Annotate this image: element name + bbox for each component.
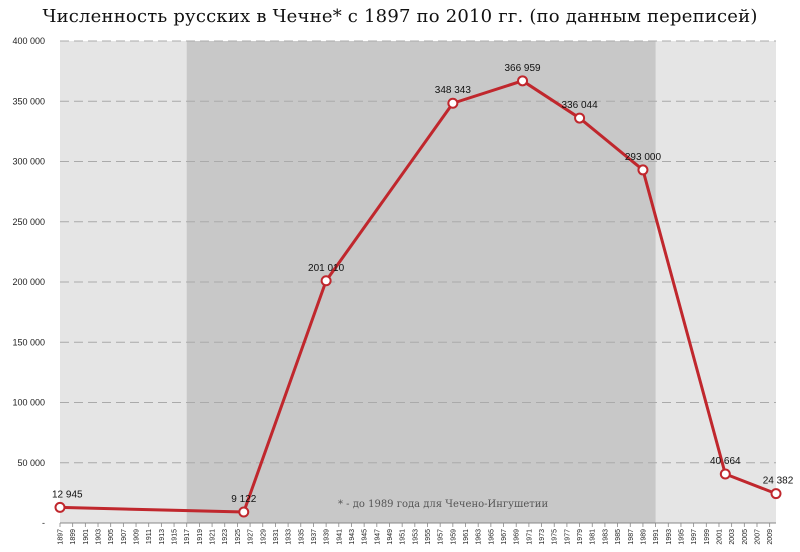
x-tick-label: 1951 — [400, 529, 407, 545]
x-tick-label: 1987 — [628, 529, 635, 545]
x-axis-ticks: 1897 1899 1901 1903 1905 1907 1909 1911 1913 1915… — [58, 523, 774, 545]
x-tick-label: 1943 — [349, 529, 356, 545]
x-tick-label: 1975 — [552, 529, 559, 545]
x-tick-label: 1923 — [222, 529, 229, 545]
x-tick-label: 2003 — [729, 529, 736, 545]
data-label: 293 000 — [625, 152, 662, 163]
footnote-annotation: * - до 1989 года для Чечено-Ингушетии — [338, 499, 548, 510]
x-tick-label: 1937 — [311, 529, 318, 545]
x-tick-label: 1911 — [146, 529, 153, 544]
x-tick-label: 1959 — [450, 529, 457, 545]
x-tick-label: 1935 — [298, 529, 305, 545]
x-tick-label: 1955 — [425, 529, 432, 545]
x-tick-label: 1931 — [273, 529, 280, 545]
x-tick-label: 1991 — [653, 529, 660, 545]
data-point — [517, 75, 529, 87]
data-point — [54, 501, 66, 513]
x-tick-label: 1997 — [691, 529, 698, 545]
x-tick-label: 1981 — [590, 529, 597, 545]
x-tick-label: 2001 — [716, 529, 723, 545]
data-point — [574, 112, 586, 124]
data-point — [447, 97, 459, 109]
x-tick-label: 2005 — [742, 529, 749, 545]
x-tick-label: 1949 — [387, 529, 394, 545]
x-tick-label: 1897 — [58, 529, 65, 545]
x-tick-label: 1965 — [488, 529, 495, 545]
x-tick-label: 1995 — [678, 529, 685, 545]
x-tick-label: 1967 — [501, 529, 508, 545]
y-tick-label: - — [42, 518, 45, 528]
x-tick-label: 1915 — [172, 529, 179, 545]
x-tick-label: 1927 — [248, 529, 255, 545]
x-tick-label: 1961 — [463, 529, 470, 545]
x-tick-label: 2009 — [767, 529, 774, 545]
x-tick-label: 1933 — [286, 529, 293, 545]
data-label: 24 382 — [763, 476, 794, 487]
data-label: 201 010 — [308, 263, 345, 274]
data-label: 12 945 — [52, 489, 83, 500]
x-tick-label: 1973 — [539, 529, 546, 545]
x-tick-label: 1917 — [184, 529, 191, 545]
data-point — [770, 488, 782, 500]
y-tick-label: 50 000 — [17, 458, 45, 468]
x-tick-label: 1985 — [615, 529, 622, 545]
x-tick-label: 1921 — [210, 529, 217, 545]
x-tick-label: 1999 — [704, 529, 711, 545]
x-tick-label: 1913 — [159, 529, 166, 545]
y-tick-label: 250 000 — [12, 217, 45, 227]
x-tick-label: 1929 — [260, 529, 267, 545]
y-tick-label: 200 000 — [12, 277, 45, 287]
x-tick-label: 1969 — [514, 529, 521, 545]
data-point — [637, 164, 649, 176]
x-tick-label: 1953 — [412, 529, 419, 545]
data-label: 366 959 — [504, 63, 541, 74]
data-label: 336 044 — [561, 100, 598, 111]
x-tick-label: 1925 — [235, 529, 242, 545]
x-tick-label: 1971 — [526, 529, 533, 545]
x-tick-label: 1919 — [197, 529, 204, 545]
x-tick-label: 1907 — [121, 529, 128, 545]
x-tick-label: 1939 — [324, 529, 331, 545]
x-tick-label: 1957 — [438, 529, 445, 545]
y-tick-label: 300 000 — [12, 157, 45, 167]
x-tick-label: 1963 — [476, 529, 483, 545]
x-tick-label: 1947 — [374, 529, 381, 545]
data-point — [238, 506, 250, 518]
data-label: 40 664 — [710, 456, 741, 467]
x-tick-label: 1941 — [336, 529, 343, 545]
data-label: 9 122 — [231, 494, 256, 505]
x-tick-label: 1899 — [70, 529, 77, 545]
x-tick-label: 1903 — [96, 529, 103, 545]
x-tick-label: 1901 — [83, 529, 90, 545]
x-tick-label: 1905 — [108, 529, 115, 545]
y-axis-ticks: - 50 000 100 000 150 000 200 000 250 000 300 0… — [12, 36, 45, 528]
y-tick-label: 100 000 — [12, 398, 45, 408]
x-tick-label: 1979 — [577, 529, 584, 545]
y-tick-label: 400 000 — [12, 36, 45, 46]
x-tick-label: 1989 — [640, 529, 647, 545]
x-tick-label: 1909 — [134, 529, 141, 545]
x-tick-label: 1993 — [666, 529, 673, 545]
x-tick-label: 1983 — [602, 529, 609, 545]
data-labels: 12 945 9 122 201 010 348 343 366 959 336 044 2… — [52, 63, 794, 505]
x-tick-label: 1977 — [564, 529, 571, 545]
chart-title: Численность русских в Чечне* с 1897 по 2… — [42, 6, 758, 27]
x-tick-label: 1945 — [362, 529, 369, 545]
x-tick-label: 2007 — [754, 529, 761, 545]
data-point — [719, 468, 731, 480]
series-layer — [54, 75, 782, 518]
y-tick-label: 150 000 — [12, 337, 45, 347]
y-tick-label: 350 000 — [12, 96, 45, 106]
data-point — [320, 275, 332, 287]
data-label: 348 343 — [435, 85, 472, 96]
